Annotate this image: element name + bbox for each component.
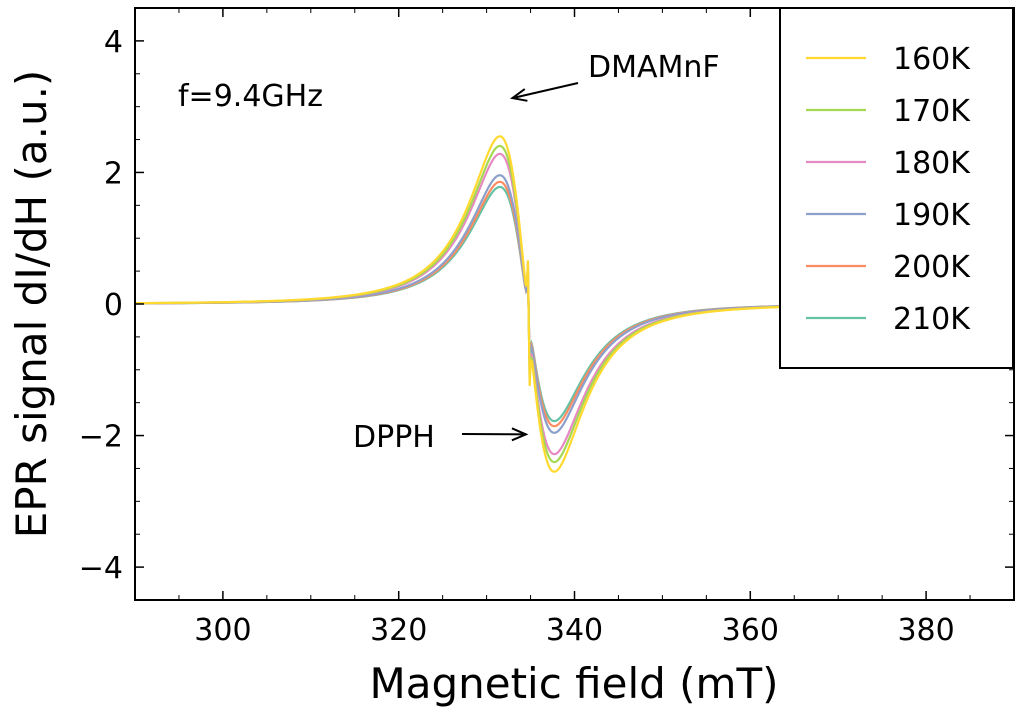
y-tick-label: 2 xyxy=(104,156,123,191)
legend-label-200K: 200K xyxy=(893,250,971,285)
y-tick-label: 0 xyxy=(104,288,123,323)
annotation-dmamnf-arrow-shaft xyxy=(512,82,579,100)
x-tick-label: 340 xyxy=(546,613,603,648)
y-axis-label: EPR signal dI/dH (a.u.) xyxy=(7,70,56,539)
legend-label-210K: 210K xyxy=(893,302,971,337)
legend-label-190K: 190K xyxy=(893,198,971,233)
legend-label-180K: 180K xyxy=(893,146,971,181)
legend: 160K 170K 180K 190K 200K 210K xyxy=(779,7,1014,369)
legend-label-160K: 160K xyxy=(893,42,971,77)
annotation-dpph-arrow-head xyxy=(511,427,529,442)
annotations-layer: DMAMnF DPPH xyxy=(353,50,720,455)
inset-frequency-label: f=9.4GHz xyxy=(178,79,323,114)
x-tick-label: 320 xyxy=(370,613,427,648)
annotation-dmamnf: DMAMnF xyxy=(588,50,720,85)
legend-box xyxy=(779,7,1014,369)
legend-label-170K: 170K xyxy=(893,94,971,129)
y-tick-label: 4 xyxy=(104,25,123,60)
y-tick-label: −2 xyxy=(79,420,123,455)
x-tick-label: 360 xyxy=(722,613,779,648)
x-tick-label: 380 xyxy=(897,613,954,648)
y-tick-label: −4 xyxy=(79,551,123,586)
annotation-dpph: DPPH xyxy=(353,420,435,455)
x-tick-label: 300 xyxy=(194,613,251,648)
annotation-dmamnf-arrow-head xyxy=(509,88,528,102)
x-axis-label: Magnetic field (mT) xyxy=(370,659,779,708)
tick-labels-layer: 300 320 340 360 380 4 2 0 −2 −4 xyxy=(79,25,955,648)
